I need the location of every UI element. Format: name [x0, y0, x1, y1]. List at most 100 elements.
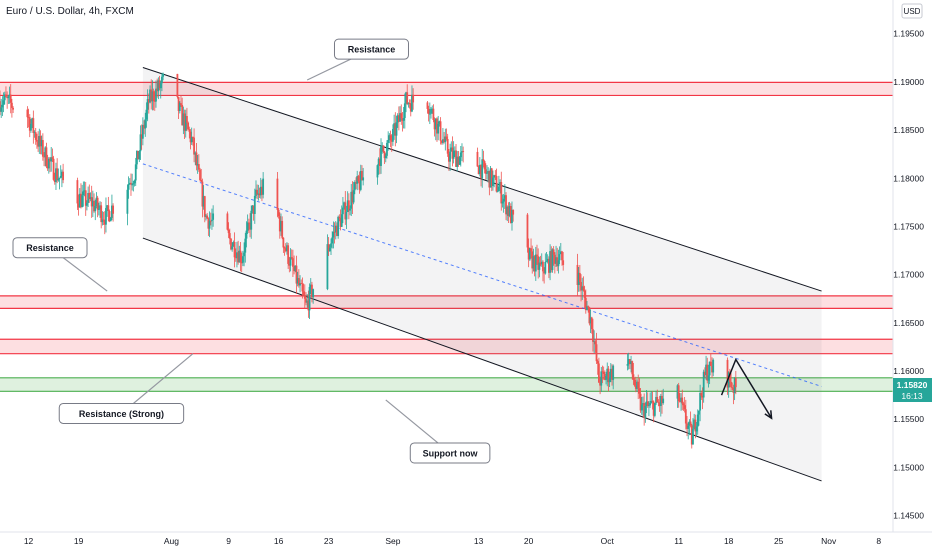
candle-body-108 [180, 103, 182, 105]
candle-body-143 [234, 257, 237, 259]
candle-body-51 [86, 202, 88, 206]
candle-body-374 [601, 371, 604, 373]
candle-body-54 [89, 197, 92, 200]
candle-body-378 [606, 368, 609, 376]
candle-body-323 [527, 247, 530, 260]
candle-body-441 [707, 375, 710, 381]
candle-body-136 [226, 213, 229, 230]
candle-body-68 [106, 205, 109, 209]
candle-body-311 [500, 182, 503, 204]
candle-body-316 [506, 206, 509, 215]
candle-body-206 [336, 225, 338, 236]
candle-body-227 [361, 170, 363, 181]
y-tick-4: 1.17500 [893, 221, 924, 231]
candle-body-120 [194, 152, 197, 155]
candle-body-52 [87, 192, 90, 203]
candle-body-251 [402, 117, 405, 121]
candle-body-453 [734, 378, 737, 388]
candle-body-123 [197, 164, 200, 170]
candle-body-317 [507, 206, 510, 216]
candle-body-218 [350, 191, 353, 209]
candle-body-97 [153, 100, 156, 102]
candle-body-217 [349, 208, 351, 211]
candle-body-320 [511, 210, 513, 224]
candle-body-176 [287, 245, 290, 264]
candle-body-364 [589, 317, 592, 324]
candle-body-291 [476, 151, 479, 167]
candle-body-292 [477, 166, 480, 175]
candle-body-79 [132, 183, 135, 185]
candle-body-313 [502, 198, 505, 202]
candle-body-261 [427, 108, 430, 114]
candle-body-276 [445, 136, 448, 140]
candle-body-355 [578, 272, 581, 282]
candle-body-304 [492, 177, 494, 186]
currency-box[interactable] [901, 3, 923, 19]
last-price: 1.15820 [897, 380, 928, 390]
y-tick-3: 1.18000 [893, 173, 924, 183]
candle-body-372 [599, 382, 601, 386]
candle-body-397 [642, 403, 644, 405]
candle-body-113 [186, 116, 188, 123]
candle-body-82 [136, 150, 138, 165]
candle-body-41 [61, 171, 63, 176]
candle-body-26 [43, 156, 45, 158]
candle-body-173 [283, 247, 286, 249]
candle-body-431 [695, 426, 698, 432]
candle-body-32 [50, 157, 53, 162]
candle-body-245 [395, 122, 398, 136]
candle-body-280 [450, 147, 453, 152]
candle-body-88 [143, 124, 145, 129]
candle-body-159 [253, 195, 256, 214]
candle-body-421 [683, 405, 686, 410]
candle-body-275 [444, 136, 447, 143]
candle-body-410 [657, 402, 660, 404]
candle-body-270 [438, 121, 441, 124]
candle-body-314 [503, 195, 506, 199]
candle-body-16 [31, 118, 34, 124]
candle-body-194 [308, 286, 311, 311]
candle-body-325 [530, 248, 532, 252]
candle-body-213 [344, 202, 347, 220]
candle-body-358 [582, 286, 585, 291]
candle-body-385 [627, 359, 630, 365]
candle-body-284 [455, 150, 457, 167]
x-tick-13: Nov [821, 536, 837, 546]
candle-body-354 [577, 272, 580, 285]
candle-body-236 [384, 155, 387, 159]
candle-body-95 [151, 91, 154, 102]
candle-body-73 [112, 205, 115, 214]
candle-body-165 [261, 186, 263, 195]
candle-body-430 [694, 419, 697, 432]
candle-body-268 [436, 118, 438, 134]
candle-body-203 [332, 231, 335, 238]
candle-body-46 [80, 193, 82, 208]
candle-body-443 [709, 361, 712, 366]
x-ticks: 12 19 Aug 9 16 23 Sep 13 20 Oct 11 18 25 Nov 8 [24, 536, 882, 546]
resistance-zone-0 [0, 82, 893, 96]
candle-body-321 [512, 210, 515, 215]
callout-label-2: Resistance (Strong) [79, 409, 164, 419]
candle-body-370 [596, 361, 599, 364]
candle-body-282 [452, 150, 455, 159]
candle-body-272 [440, 140, 443, 143]
candle-body-285 [456, 156, 459, 167]
candle-body-196 [311, 284, 313, 298]
candle-body-248 [399, 113, 401, 122]
candle-body-188 [301, 283, 304, 292]
candle-body-67 [105, 208, 107, 225]
candle-body-135 [212, 213, 215, 220]
x-tick-14: 8 [876, 536, 881, 546]
candle-body-353 [576, 264, 579, 285]
candle-body-153 [246, 222, 249, 231]
candle-body-437 [702, 371, 705, 398]
candle-body-424 [687, 425, 690, 429]
candle-body-238 [387, 139, 390, 143]
candle-body-103 [161, 76, 163, 84]
callout-label-0: Resistance [348, 45, 396, 55]
candle-body-452 [733, 378, 736, 393]
candle-body-297 [483, 161, 486, 170]
candle-body-149 [241, 256, 244, 263]
price-axis[interactable] [893, 0, 932, 532]
